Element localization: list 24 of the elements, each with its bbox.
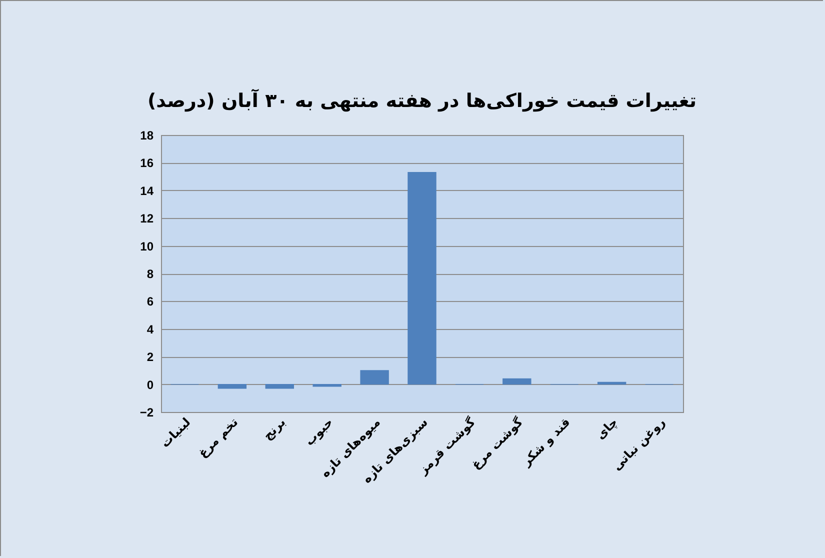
y-tick-label: 14 (140, 184, 154, 198)
bar (597, 382, 626, 385)
y-tick-label: 2 (146, 350, 154, 364)
y-tick-label: 12 (140, 212, 154, 226)
y-tick-label: 10 (140, 239, 154, 254)
bar (360, 370, 389, 385)
y-tick-label: 0 (146, 378, 154, 392)
bar (265, 384, 294, 389)
y-tick-label: 16 (140, 156, 154, 170)
chart-title: تغییرات قیمت خوراکی‌ها در هفته منتهی به ۳۰ آبان (درصد) (147, 88, 697, 112)
y-tick-label: 18 (140, 128, 154, 142)
x-tick-label: لبنیات (158, 415, 194, 450)
bar (312, 384, 342, 387)
x-tick-label: تخم مرغ (196, 415, 241, 460)
x-tick-label: چای (593, 415, 620, 442)
x-tick-label: برنج (260, 415, 288, 443)
x-tick-label: حبوب (302, 415, 336, 448)
bar (408, 172, 436, 385)
y-tick-label: 8 (146, 267, 154, 281)
y-tick-label: 4 (146, 322, 154, 336)
bar (218, 384, 247, 389)
y-tick-label: −2 (140, 406, 154, 420)
bar (502, 378, 532, 385)
y-tick-label: 6 (146, 294, 154, 309)
